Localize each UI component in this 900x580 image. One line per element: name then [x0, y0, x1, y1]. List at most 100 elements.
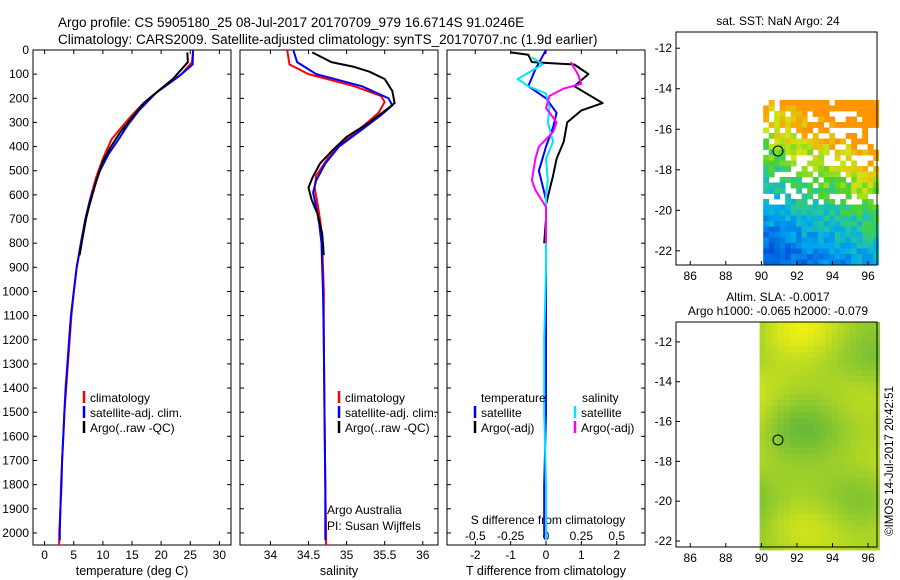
- sst-cell: [867, 237, 874, 244]
- sst-cell: [873, 248, 880, 255]
- sla-cell: [765, 520, 772, 527]
- sla-cell: [843, 454, 850, 461]
- sla-cell: [849, 328, 856, 335]
- sla-cell: [819, 532, 826, 539]
- sla-cell: [783, 442, 790, 449]
- sla-cell: [813, 460, 820, 467]
- sla-cell: [771, 400, 778, 407]
- sla-cell: [759, 388, 766, 395]
- sst-cell: [790, 177, 797, 183]
- sla-cell: [771, 496, 778, 503]
- sst-cell: [862, 171, 869, 178]
- lon-tick-label: 96: [861, 269, 875, 283]
- sla-cell: [771, 406, 778, 413]
- sla-cell: [801, 418, 808, 425]
- sla-cell: [843, 532, 850, 539]
- salinity-legend: climatology satellite-adj. clim. Argo(..…: [327, 391, 437, 533]
- sla-cell: [765, 370, 772, 377]
- sst-cell: [829, 210, 836, 216]
- sla-cell: [849, 364, 856, 371]
- sla-cell: [861, 526, 868, 533]
- sla-cell: [837, 508, 844, 515]
- sla-cell: [771, 322, 778, 329]
- sla-cell: [855, 388, 862, 395]
- sla-cell: [825, 328, 832, 335]
- sla-argo-location-marker: [772, 434, 784, 446]
- sst-cell: [829, 171, 836, 178]
- sst-cell: [856, 259, 863, 266]
- sla-cell: [867, 388, 874, 395]
- sst-cell: [796, 243, 803, 249]
- sla-cell: [783, 448, 790, 455]
- sst-cell: [851, 188, 858, 194]
- sla-cell: [831, 466, 838, 473]
- sst-cell: [790, 155, 797, 161]
- sst-cell: [801, 210, 808, 216]
- sst-cell: [812, 166, 819, 172]
- secondary-x-tick-label: 0.5: [608, 529, 625, 543]
- sla-cell: [849, 430, 856, 437]
- sst-cell: [873, 259, 880, 266]
- sst-cell: [829, 166, 836, 172]
- sla-cell: [867, 472, 874, 479]
- sla-cell: [765, 376, 772, 383]
- sst-cell: [834, 215, 841, 222]
- series-line-temperature-satellite: [527, 50, 558, 541]
- sst-cell: [862, 210, 869, 216]
- sst-cell: [812, 188, 819, 194]
- s-difference-axis-label: S difference from climatology: [471, 513, 626, 527]
- sst-cell: [774, 122, 781, 128]
- sst-cell: [845, 155, 852, 161]
- sla-cell: [759, 328, 766, 335]
- sla-cell: [801, 478, 808, 485]
- sla-cell: [825, 526, 832, 533]
- sla-cell: [783, 490, 790, 497]
- sla-cell: [849, 442, 856, 449]
- sla-cell: [777, 526, 784, 533]
- sst-cell: [845, 100, 852, 106]
- sla-cell: [831, 328, 838, 335]
- sst-cell: [768, 155, 775, 161]
- sla-cell: [819, 382, 826, 389]
- sst-cell: [812, 259, 819, 266]
- sla-cell: [765, 406, 772, 413]
- sla-cell: [813, 526, 820, 533]
- sla-cell: [789, 418, 796, 425]
- secondary-x-tick-label: 0.25: [570, 529, 594, 543]
- sla-cell: [831, 406, 838, 413]
- sla-cell: [783, 472, 790, 479]
- sst-cell: [807, 237, 814, 244]
- sla-cell: [825, 502, 832, 509]
- sst-cell: [763, 254, 770, 260]
- sla-cell: [783, 334, 790, 341]
- salinity-axis-label: salinity: [320, 564, 359, 578]
- sla-cell: [777, 328, 784, 335]
- sst-cell: [779, 232, 786, 238]
- sla-cell: [813, 430, 820, 437]
- sst-cell: [790, 259, 797, 266]
- sst-cell: [801, 221, 808, 227]
- sla-cell: [813, 364, 820, 371]
- sla-cell: [801, 382, 808, 389]
- sst-cell: [785, 259, 792, 266]
- sla-cell: [849, 472, 856, 479]
- sla-cell: [771, 328, 778, 335]
- sst-cell: [763, 111, 770, 117]
- sla-cell: [867, 460, 874, 467]
- sst-cell: [862, 226, 869, 233]
- sst-cell: [823, 210, 830, 216]
- sst-cell: [796, 248, 803, 255]
- sla-cell: [801, 394, 808, 401]
- sla-cell: [819, 502, 826, 509]
- sla-cell: [777, 394, 784, 401]
- sla-cell: [783, 376, 790, 383]
- sst-cell: [812, 199, 819, 205]
- sla-cell: [777, 352, 784, 359]
- sst-cell: [845, 166, 852, 172]
- sla-cell: [819, 400, 826, 407]
- sla-cell: [777, 490, 784, 497]
- x-tick-label: 2: [613, 548, 620, 562]
- legend-label-t-satellite: satellite: [481, 406, 522, 420]
- sst-cell: [774, 116, 781, 123]
- sla-cell: [849, 424, 856, 431]
